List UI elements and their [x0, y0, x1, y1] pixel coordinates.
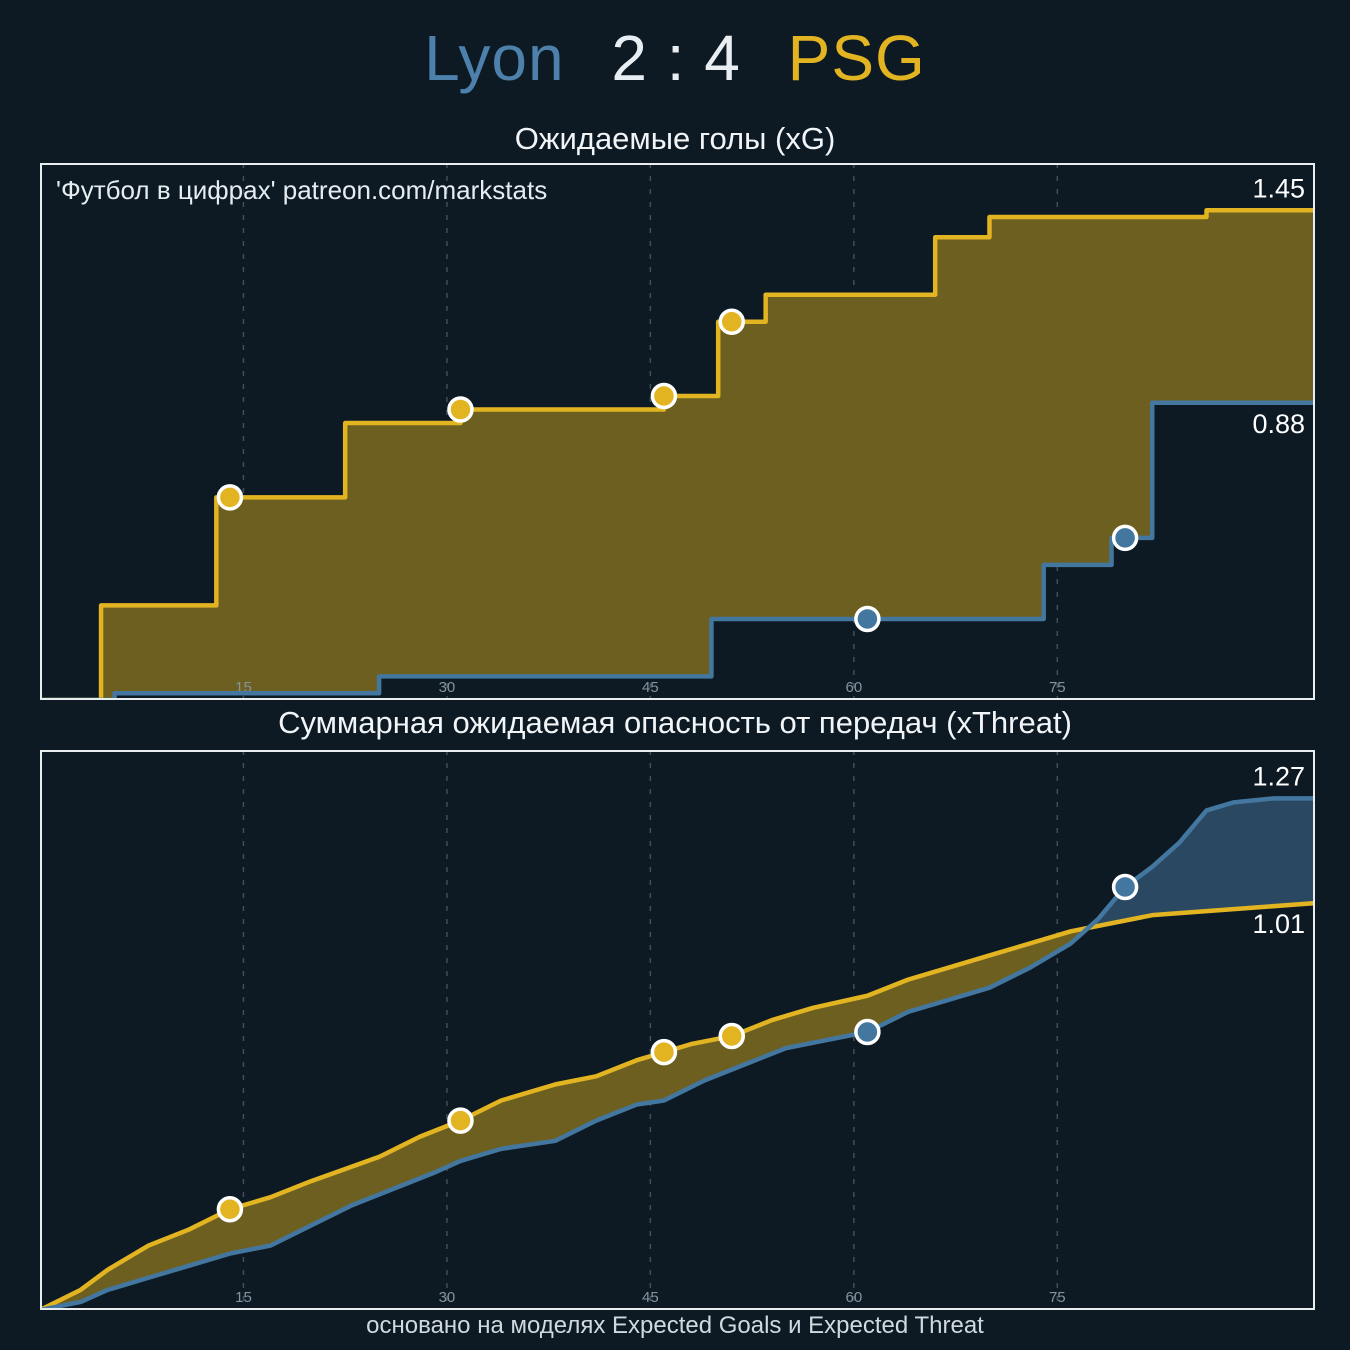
x-tick-label: 30 [439, 1289, 456, 1306]
lyon-goal-marker [854, 605, 881, 633]
psg-goal-marker [216, 484, 244, 511]
lyon-goal-marker [1111, 524, 1139, 552]
x-tick-label: 75 [1049, 679, 1066, 696]
x-tick-label: 75 [1049, 1289, 1066, 1306]
lyon-goal-marker [854, 1018, 881, 1046]
lyon-final-value-label: 1.27 [1252, 761, 1305, 791]
psg-goal-marker [650, 1038, 678, 1066]
fill-between-area [40, 210, 1315, 701]
x-tick-label: 45 [642, 679, 659, 696]
lyon-final-value-label: 0.88 [1252, 409, 1305, 439]
psg-final-value-label: 1.01 [1252, 909, 1305, 939]
x-tick-label: 45 [642, 1289, 659, 1306]
x-tick-label: 30 [439, 679, 456, 696]
fill-between-area [1089, 798, 1315, 928]
xg-chart-title: Ожидаемые голы (xG) [514, 121, 836, 156]
xg-chart-canvas: 15 30 45 60 751.450.88 [37, 163, 1318, 703]
psg-goal-marker [718, 308, 746, 335]
away-team-name: PSG [787, 22, 926, 94]
match-header: Lyon 2 : 4 PSG [0, 26, 1350, 90]
lyon-goal-marker [1111, 873, 1139, 901]
home-team-name: Lyon [424, 22, 565, 94]
xthreat-chart-canvas: 15 30 45 60 75 1.01 1.27 [37, 750, 1318, 1313]
x-tick-label: 60 [845, 679, 862, 696]
x-tick-label: 60 [845, 1289, 862, 1306]
psg-goal-marker [447, 1107, 474, 1134]
psg-goal-marker [216, 1196, 244, 1223]
psg-line [37, 208, 1318, 703]
footer-note: основано на моделях Expected Goals и Exp… [366, 1312, 984, 1339]
watermark: 'Футбол в цифрах' patreon.com/markstats [56, 175, 548, 205]
psg-goal-marker [718, 1022, 746, 1050]
chart-border [40, 750, 1315, 1310]
psg-goal-marker [447, 396, 474, 423]
psg-final-value-label: 1.45 [1252, 173, 1305, 203]
xthreat-chart-title: Суммарная ожидаемая опасность от передач… [278, 705, 1072, 740]
chart-border [40, 163, 1315, 700]
fill-between-area [40, 927, 1090, 1310]
xg-chart: 15 30 45 60 75 1.45 0.88 'Футбол в цифрах' pat… [37, 163, 1318, 705]
x-tick-label: 15 [235, 1289, 252, 1306]
match-score: 2 : 4 [611, 22, 741, 94]
xthreat-chart: 15 30 45 60 75 1.01 1.27 [37, 750, 1318, 1315]
psg-goal-marker [650, 382, 678, 410]
